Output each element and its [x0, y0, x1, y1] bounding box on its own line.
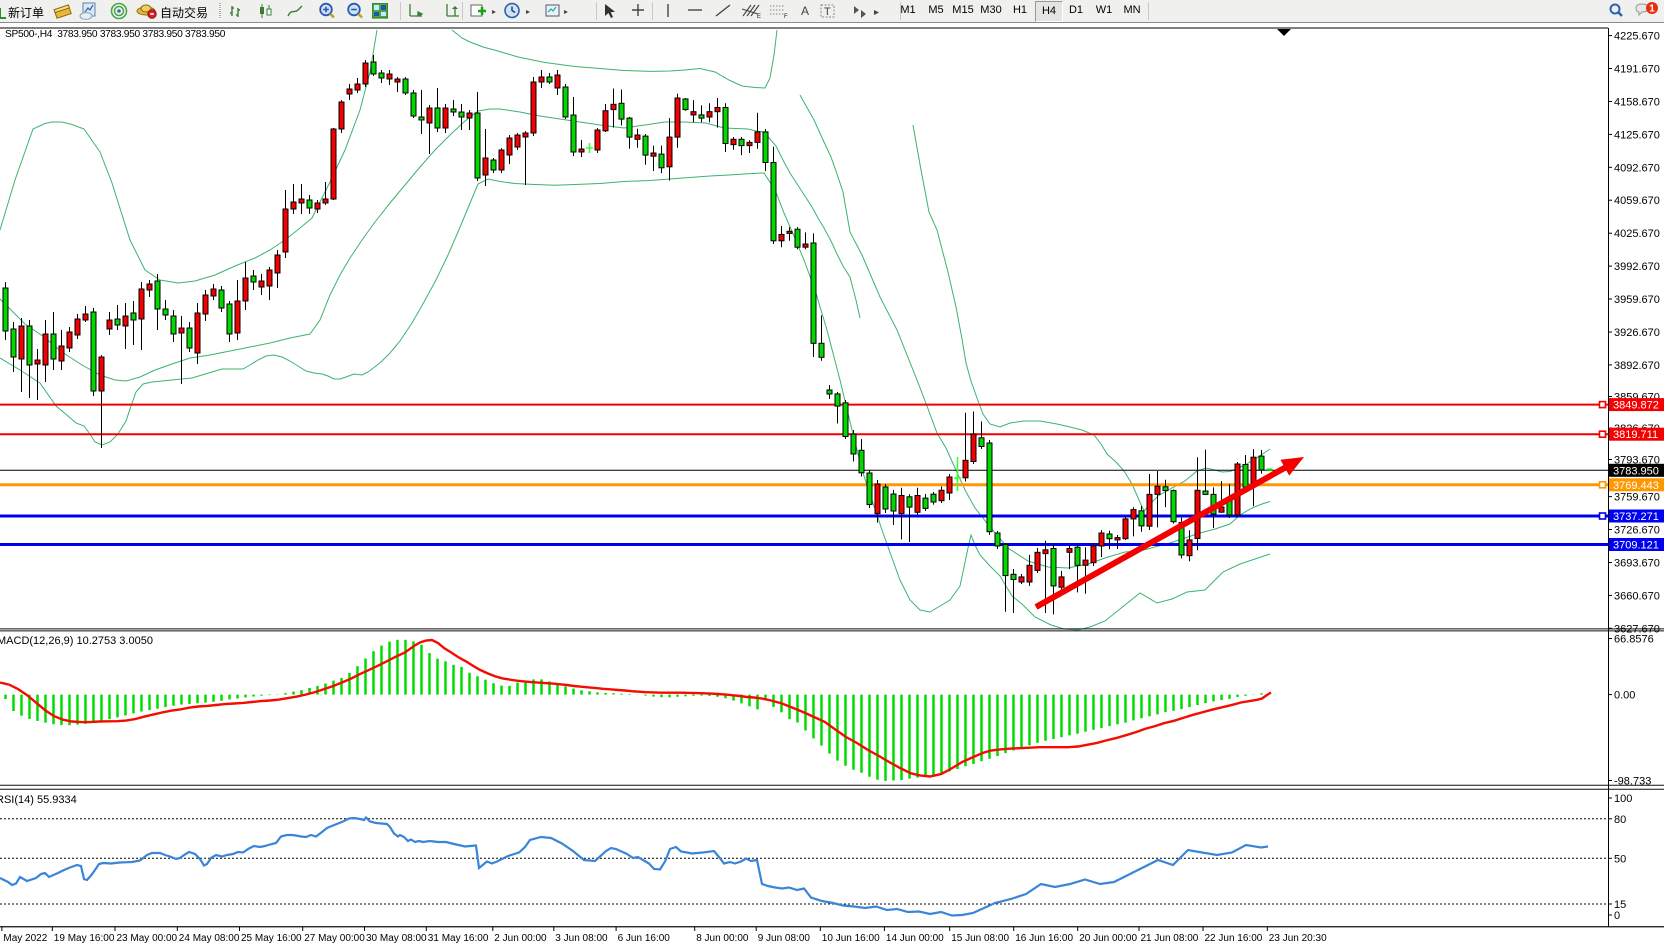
svg-text:3709.121: 3709.121 — [1613, 540, 1659, 552]
svg-text:100: 100 — [1614, 793, 1632, 805]
svg-text:3627.670: 3627.670 — [1614, 623, 1660, 635]
svg-text:3793.670: 3793.670 — [1614, 455, 1660, 467]
svg-text:3819.711: 3819.711 — [1613, 429, 1658, 441]
svg-text:14 Jun 00:00: 14 Jun 00:00 — [886, 933, 944, 944]
svg-text:4092.670: 4092.670 — [1614, 162, 1660, 174]
svg-text:3693.670: 3693.670 — [1614, 558, 1660, 570]
svg-text:May 2022: May 2022 — [3, 933, 47, 944]
svg-text:3959.670: 3959.670 — [1614, 294, 1660, 306]
svg-text:3769.443: 3769.443 — [1613, 480, 1659, 492]
svg-text:4025.670: 4025.670 — [1614, 228, 1660, 240]
svg-text:4158.670: 4158.670 — [1614, 97, 1660, 109]
svg-text:24 May 08:00: 24 May 08:00 — [179, 933, 240, 944]
svg-text:25 May 16:00: 25 May 16:00 — [241, 933, 302, 944]
svg-text:3926.670: 3926.670 — [1614, 327, 1660, 339]
svg-text:31 May 16:00: 31 May 16:00 — [428, 933, 489, 944]
svg-text:3783.950: 3783.950 — [1613, 465, 1659, 477]
svg-text:SP500-,H4 3783.950 3783.950 3: SP500-,H4 3783.950 3783.950 3783.950 378… — [5, 29, 226, 40]
svg-text:3660.670: 3660.670 — [1614, 590, 1660, 602]
svg-text:15: 15 — [1614, 899, 1626, 911]
svg-text:22 Jun 16:00: 22 Jun 16:00 — [1205, 933, 1263, 944]
svg-text:4059.670: 4059.670 — [1614, 195, 1660, 207]
svg-text:30 May 08:00: 30 May 08:00 — [366, 933, 427, 944]
svg-text:1: 1 — [1649, 4, 1655, 15]
svg-text:-98.733: -98.733 — [1614, 776, 1651, 788]
svg-text:16 Jun 16:00: 16 Jun 16:00 — [1015, 933, 1073, 944]
svg-text:3 Jun 08:00: 3 Jun 08:00 — [555, 933, 608, 944]
svg-text:3759.670: 3759.670 — [1614, 492, 1660, 504]
svg-text:27 May 00:00: 27 May 00:00 — [304, 933, 365, 944]
svg-text:50: 50 — [1614, 853, 1626, 865]
svg-text:8 Jun 00:00: 8 Jun 00:00 — [696, 933, 749, 944]
svg-text:0: 0 — [1614, 910, 1620, 922]
svg-text:4191.670: 4191.670 — [1614, 64, 1660, 76]
svg-text:2 Jun 00:00: 2 Jun 00:00 — [494, 933, 547, 944]
svg-text:3992.670: 3992.670 — [1614, 261, 1660, 273]
svg-text:MACD(12,26,9) 10.2753 3.0050: MACD(12,26,9) 10.2753 3.0050 — [0, 635, 153, 647]
svg-text:66.8576: 66.8576 — [1614, 634, 1654, 646]
svg-text:4125.670: 4125.670 — [1614, 129, 1660, 141]
svg-text:10 Jun 16:00: 10 Jun 16:00 — [822, 933, 880, 944]
svg-text:RSI(14) 55.9334: RSI(14) 55.9334 — [0, 794, 77, 806]
svg-text:4225.670: 4225.670 — [1614, 31, 1660, 43]
svg-text:F: F — [784, 14, 788, 20]
svg-text:3737.271: 3737.271 — [1613, 511, 1659, 523]
svg-text:9 Jun 08:00: 9 Jun 08:00 — [758, 933, 811, 944]
svg-text:A: A — [801, 4, 809, 18]
svg-text:19 May 16:00: 19 May 16:00 — [54, 933, 115, 944]
svg-text:3892.670: 3892.670 — [1614, 360, 1660, 372]
svg-text:20 Jun 00:00: 20 Jun 00:00 — [1079, 933, 1137, 944]
svg-text:21 Jun 08:00: 21 Jun 08:00 — [1141, 933, 1199, 944]
svg-text:0.00: 0.00 — [1614, 690, 1635, 702]
svg-text:T: T — [824, 6, 831, 18]
svg-text:3726.670: 3726.670 — [1614, 525, 1660, 537]
svg-text:3849.872: 3849.872 — [1613, 400, 1659, 412]
svg-text:80: 80 — [1614, 814, 1626, 826]
svg-text:15 Jun 08:00: 15 Jun 08:00 — [951, 933, 1009, 944]
svg-text:6 Jun 16:00: 6 Jun 16:00 — [618, 933, 671, 944]
svg-text:23 Jun 20:30: 23 Jun 20:30 — [1269, 933, 1327, 944]
svg-text:23 May 00:00: 23 May 00:00 — [117, 933, 178, 944]
svg-text:E: E — [757, 14, 761, 20]
